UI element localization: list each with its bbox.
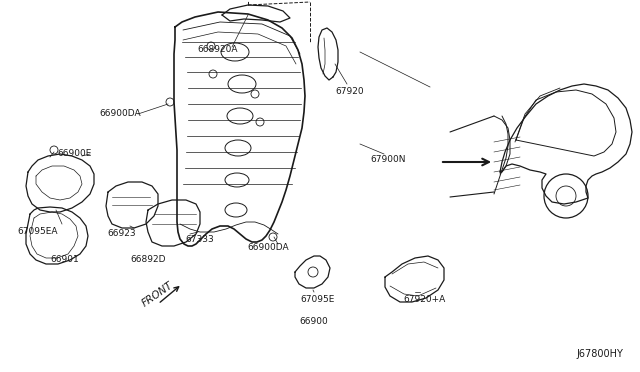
Text: 67920+A: 67920+A bbox=[404, 295, 446, 305]
Text: 66900E: 66900E bbox=[58, 150, 92, 158]
Text: 66900DA: 66900DA bbox=[247, 243, 289, 251]
Text: 67920: 67920 bbox=[336, 87, 364, 96]
Text: 66900DA: 66900DA bbox=[99, 109, 141, 119]
Text: 66901: 66901 bbox=[51, 256, 79, 264]
Text: 67095EA: 67095EA bbox=[18, 228, 58, 237]
Text: 67900N: 67900N bbox=[371, 154, 406, 164]
Text: 668920A: 668920A bbox=[198, 45, 238, 55]
Text: 67095E: 67095E bbox=[301, 295, 335, 305]
Text: 66923: 66923 bbox=[108, 230, 136, 238]
Text: FRONT: FRONT bbox=[141, 280, 175, 308]
Text: J67800HY: J67800HY bbox=[577, 349, 623, 359]
Text: 66892D: 66892D bbox=[131, 256, 166, 264]
Text: 67333: 67333 bbox=[186, 235, 214, 244]
Text: 66900: 66900 bbox=[300, 317, 328, 327]
